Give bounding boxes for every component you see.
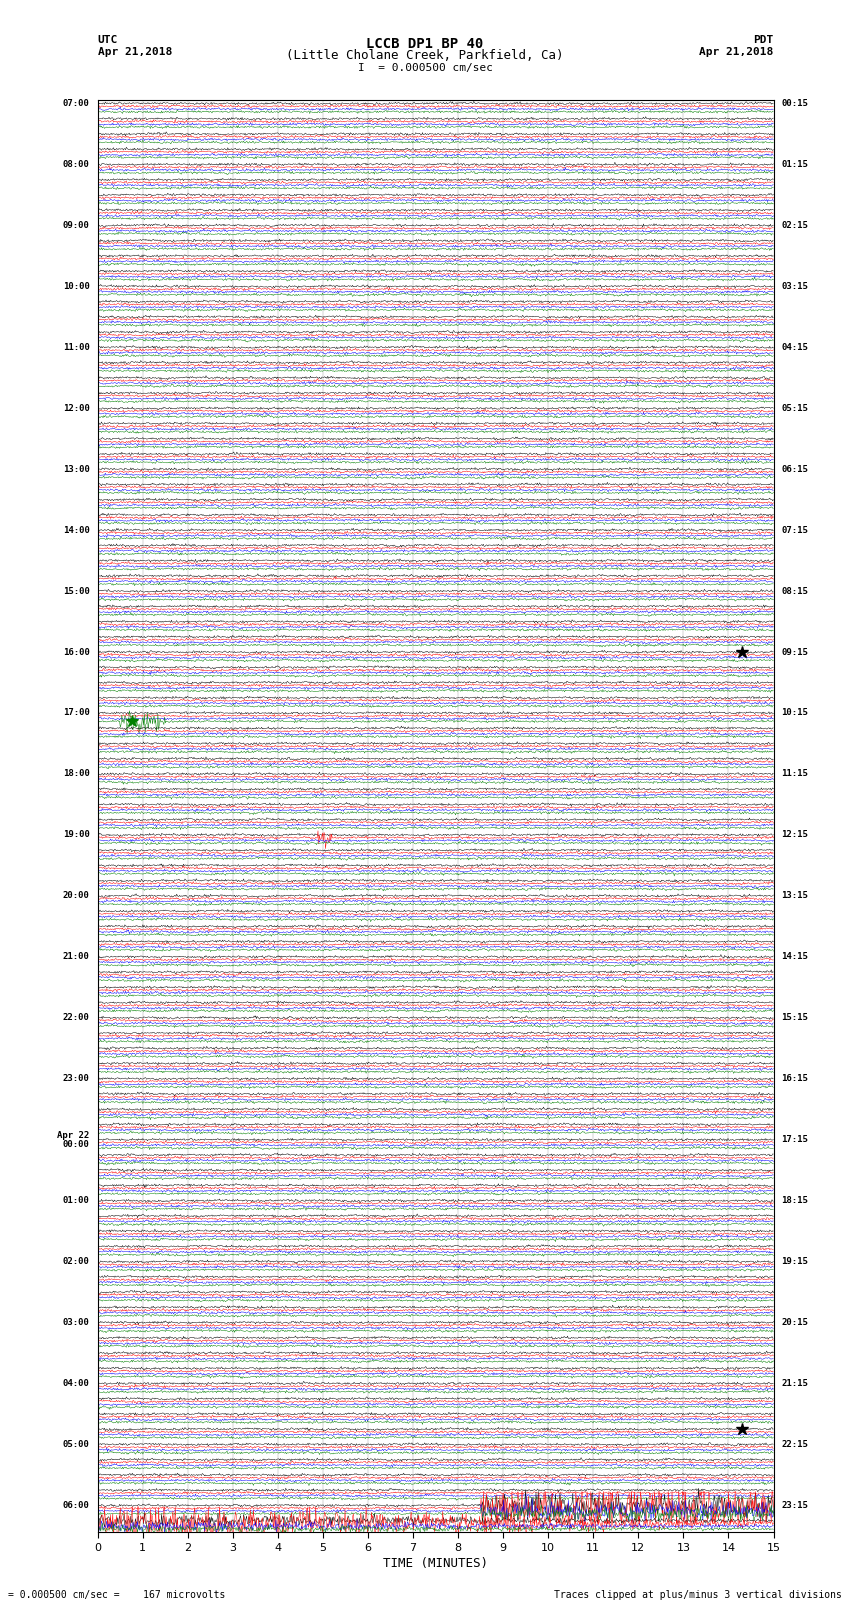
Text: 06:15: 06:15 <box>782 465 808 474</box>
Text: 11:15: 11:15 <box>782 769 808 779</box>
Text: 21:15: 21:15 <box>782 1379 808 1387</box>
Text: 09:00: 09:00 <box>63 221 89 231</box>
Text: (Little Cholane Creek, Parkfield, Ca): (Little Cholane Creek, Parkfield, Ca) <box>286 48 564 63</box>
Text: 17:00: 17:00 <box>63 708 89 718</box>
Text: 11:00: 11:00 <box>63 344 89 352</box>
Text: 08:15: 08:15 <box>782 587 808 595</box>
Text: 18:15: 18:15 <box>782 1197 808 1205</box>
Text: 14:00: 14:00 <box>63 526 89 534</box>
Text: 19:00: 19:00 <box>63 831 89 839</box>
Text: 12:15: 12:15 <box>782 831 808 839</box>
Text: 02:15: 02:15 <box>782 221 808 231</box>
Text: 03:00: 03:00 <box>63 1318 89 1327</box>
Text: 04:00: 04:00 <box>63 1379 89 1387</box>
Text: 13:00: 13:00 <box>63 465 89 474</box>
Text: Apr 21,2018: Apr 21,2018 <box>98 47 172 58</box>
Text: 16:15: 16:15 <box>782 1074 808 1084</box>
Text: = 0.000500 cm/sec =    167 microvolts: = 0.000500 cm/sec = 167 microvolts <box>8 1590 226 1600</box>
Text: 22:00: 22:00 <box>63 1013 89 1023</box>
Text: 15:00: 15:00 <box>63 587 89 595</box>
Text: 15:15: 15:15 <box>782 1013 808 1023</box>
Text: 16:00: 16:00 <box>63 647 89 656</box>
Text: 10:00: 10:00 <box>63 282 89 290</box>
Text: 19:15: 19:15 <box>782 1257 808 1266</box>
Text: 07:00: 07:00 <box>63 98 89 108</box>
Text: UTC: UTC <box>98 35 118 45</box>
X-axis label: TIME (MINUTES): TIME (MINUTES) <box>383 1557 488 1569</box>
Text: 06:00: 06:00 <box>63 1500 89 1510</box>
Text: Traces clipped at plus/minus 3 vertical divisions: Traces clipped at plus/minus 3 vertical … <box>553 1590 842 1600</box>
Text: 21:00: 21:00 <box>63 952 89 961</box>
Text: Apr 21,2018: Apr 21,2018 <box>700 47 774 58</box>
Text: Apr 22: Apr 22 <box>58 1131 89 1139</box>
Text: 05:15: 05:15 <box>782 403 808 413</box>
Text: 02:00: 02:00 <box>63 1257 89 1266</box>
Text: 07:15: 07:15 <box>782 526 808 534</box>
Text: 12:00: 12:00 <box>63 403 89 413</box>
Text: 01:15: 01:15 <box>782 160 808 169</box>
Text: 18:00: 18:00 <box>63 769 89 779</box>
Text: 22:15: 22:15 <box>782 1440 808 1448</box>
Text: 03:15: 03:15 <box>782 282 808 290</box>
Text: 08:00: 08:00 <box>63 160 89 169</box>
Text: 17:15: 17:15 <box>782 1136 808 1144</box>
Text: 00:00: 00:00 <box>63 1140 89 1148</box>
Text: 13:15: 13:15 <box>782 892 808 900</box>
Text: 23:00: 23:00 <box>63 1074 89 1084</box>
Text: 10:15: 10:15 <box>782 708 808 718</box>
Text: LCCB DP1 BP 40: LCCB DP1 BP 40 <box>366 37 484 50</box>
Text: 01:00: 01:00 <box>63 1197 89 1205</box>
Text: 04:15: 04:15 <box>782 344 808 352</box>
Text: 14:15: 14:15 <box>782 952 808 961</box>
Text: 20:00: 20:00 <box>63 892 89 900</box>
Text: 23:15: 23:15 <box>782 1500 808 1510</box>
Text: 20:15: 20:15 <box>782 1318 808 1327</box>
Text: I  = 0.000500 cm/sec: I = 0.000500 cm/sec <box>358 63 492 73</box>
Text: 05:00: 05:00 <box>63 1440 89 1448</box>
Text: 00:15: 00:15 <box>782 98 808 108</box>
Text: 09:15: 09:15 <box>782 647 808 656</box>
Text: PDT: PDT <box>753 35 774 45</box>
